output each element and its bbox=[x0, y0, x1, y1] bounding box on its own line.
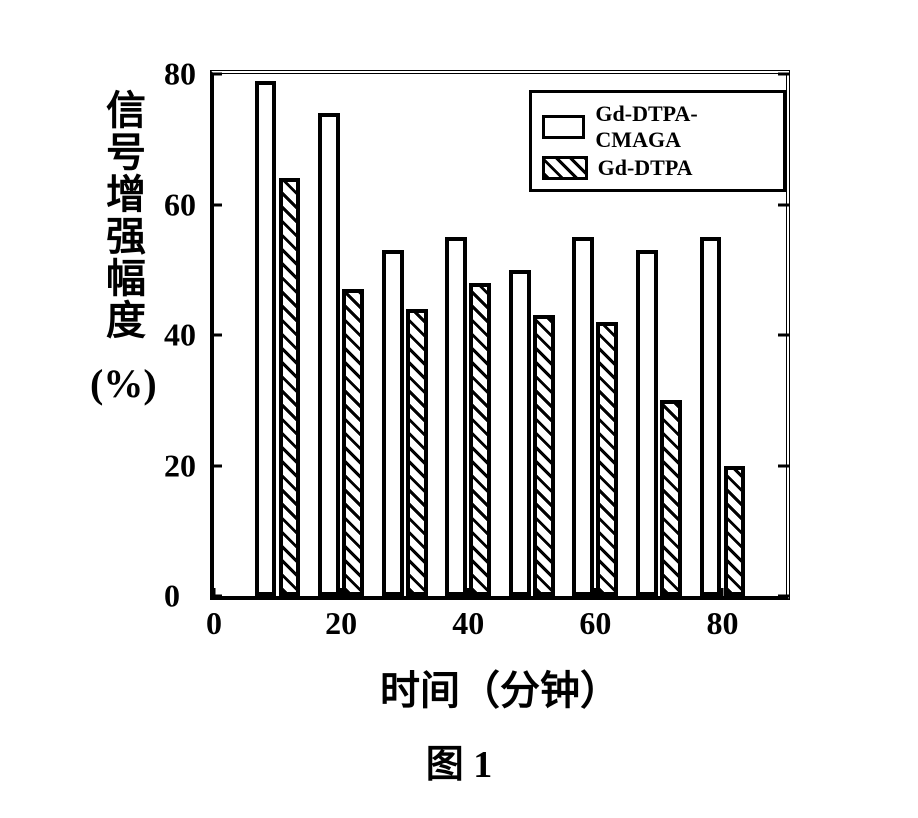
bar-hatch bbox=[533, 315, 555, 596]
y-axis-label-char: 度 bbox=[90, 300, 162, 342]
y-tick bbox=[210, 334, 222, 337]
y-tick-label: 40 bbox=[164, 317, 196, 354]
x-tick-label: 40 bbox=[452, 605, 484, 642]
bar-hatch bbox=[596, 322, 618, 596]
y-tick bbox=[778, 595, 790, 598]
bar-open bbox=[382, 250, 404, 596]
y-axis-label-char: 信 bbox=[90, 90, 162, 132]
bar-open bbox=[445, 237, 467, 596]
y-tick bbox=[778, 334, 790, 337]
bar-hatch bbox=[724, 466, 746, 597]
bar-open bbox=[572, 237, 594, 596]
y-tick bbox=[210, 464, 222, 467]
y-axis-label-char: 强 bbox=[90, 216, 162, 258]
bar-open bbox=[509, 270, 531, 596]
y-axis-label: 信号增强幅度 bbox=[90, 90, 162, 342]
bar-open bbox=[318, 113, 340, 596]
plot-area: 020406080020406080Gd-DTPA-CMAGAGd-DTPA bbox=[210, 70, 790, 600]
bar-hatch bbox=[660, 400, 682, 596]
bar-open bbox=[636, 250, 658, 596]
x-tick-label: 60 bbox=[579, 605, 611, 642]
y-tick bbox=[778, 203, 790, 206]
x-tick-label: 80 bbox=[706, 605, 738, 642]
y-tick bbox=[778, 464, 790, 467]
bar-hatch bbox=[406, 309, 428, 596]
y-tick bbox=[210, 203, 222, 206]
bar-hatch bbox=[279, 178, 301, 596]
legend-item: Gd-DTPA bbox=[542, 155, 773, 181]
y-axis-label-char: 幅 bbox=[90, 258, 162, 300]
y-tick-label: 80 bbox=[164, 56, 196, 93]
y-tick-label: 60 bbox=[164, 186, 196, 223]
legend-swatch bbox=[542, 115, 586, 139]
y-axis-label-char: 号 bbox=[90, 132, 162, 174]
bar-chart-figure: 020406080020406080Gd-DTPA-CMAGAGd-DTPA 信… bbox=[90, 50, 830, 690]
legend-item: Gd-DTPA-CMAGA bbox=[542, 101, 773, 153]
y-axis-label-char: 增 bbox=[90, 174, 162, 216]
legend-label: Gd-DTPA-CMAGA bbox=[595, 101, 773, 153]
legend-swatch bbox=[542, 156, 588, 180]
bar-open bbox=[255, 81, 277, 596]
y-tick bbox=[778, 73, 790, 76]
bar-open bbox=[700, 237, 722, 596]
bar-hatch bbox=[342, 289, 364, 596]
x-tick-label: 20 bbox=[325, 605, 357, 642]
y-tick-label: 20 bbox=[164, 447, 196, 484]
bar-hatch bbox=[469, 283, 491, 596]
y-tick-label: 0 bbox=[164, 578, 180, 615]
x-tick-label: 0 bbox=[206, 605, 222, 642]
x-tick bbox=[213, 588, 216, 600]
legend: Gd-DTPA-CMAGAGd-DTPA bbox=[529, 90, 786, 192]
legend-label: Gd-DTPA bbox=[598, 155, 693, 181]
figure-caption: 图 1 bbox=[0, 733, 918, 788]
y-axis-unit: (%) bbox=[90, 360, 157, 407]
x-axis-label: 时间（分钟） bbox=[210, 658, 790, 708]
y-tick bbox=[210, 73, 222, 76]
